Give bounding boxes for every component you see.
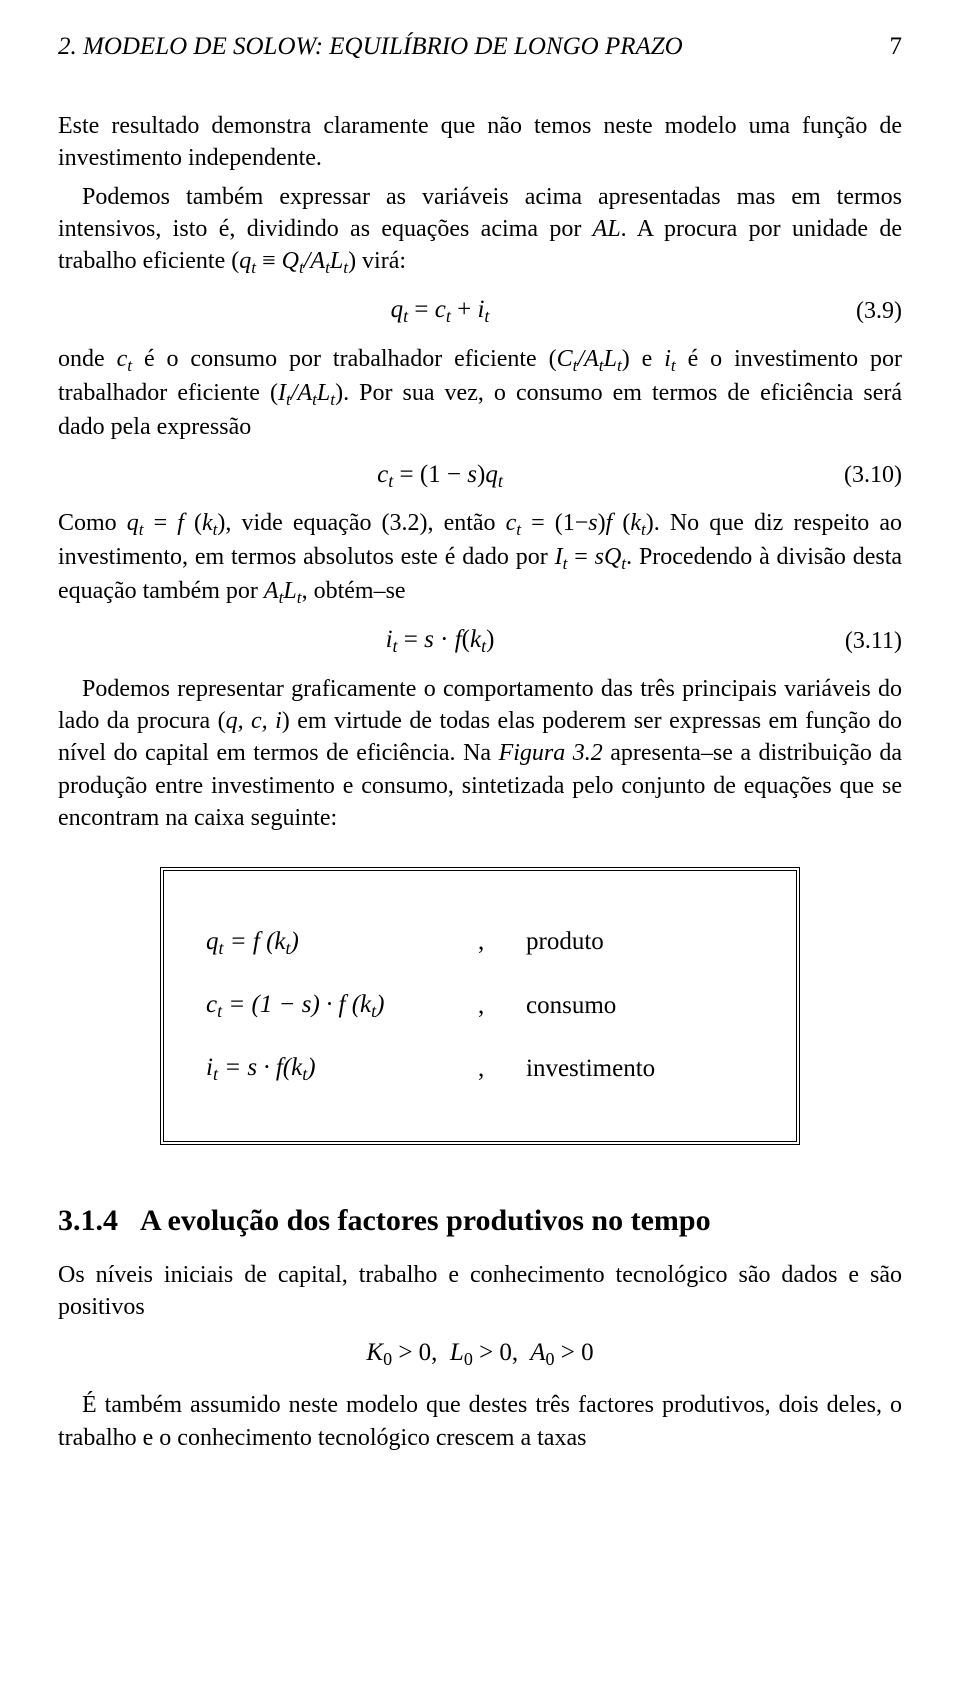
eq-3-10-expr: ct = (1 − s)qt [58,458,822,493]
inline-math-Ct-ratio: Ct/AtLt [557,346,622,372]
inline-math-it: it [664,346,675,372]
box-eq-investimento: it = s · f(kt) [200,1037,472,1100]
figure-ref: Figura 3.2 [499,740,603,766]
running-header: 2. MODELO DE SOLOW: EQUILÍBRIO DE LONGO … [58,30,902,64]
inline-math-AtLt: AtLt [264,578,302,604]
p2c-text: ) virá: [348,248,406,274]
equation-3-9: qt = ct + it (3.9) [58,293,902,328]
p1-text: Este resultado demonstra claramente que … [58,113,902,171]
eq-3-11-num: (3.11) [822,625,902,657]
p6-text: Os níveis iniciais de capital, trabalho … [58,1262,902,1320]
box-label-consumo: consumo [520,974,661,1037]
inline-math-ct-1s-fkt: ct = (1−s)f (kt) [506,510,654,536]
section-heading-3-1-4: 3.1.4 A evolução dos factores produtivos … [58,1201,902,1242]
inline-math-AL: AL [593,216,621,242]
p3a-text: onde [58,346,117,372]
p3b-text: é o consumo por trabalhador eficiente ( [132,346,557,372]
page-number: 7 [890,30,903,64]
box-comma: , [472,1037,520,1100]
p3c-text: ) e [622,346,664,372]
paragraph-6: Os níveis iniciais de capital, trabalho … [58,1259,902,1324]
equation-3-11: it = s · f(kt) (3.11) [58,623,902,658]
equations-box-table: qt = f (kt) , produto ct = (1 − s) · f (… [200,911,661,1101]
eq-3-9-expr: qt = ct + it [58,293,822,328]
box-label-investimento: investimento [520,1037,661,1100]
inline-math-ct: ct [117,346,132,372]
box-row-produto: qt = f (kt) , produto [200,911,661,974]
box-comma: , [472,911,520,974]
eq-3-9-num: (3.9) [822,295,902,327]
paragraph-5: Podemos representar graficamente o compo… [58,673,902,835]
initial-conditions-eq: K0 > 0, L0 > 0, A0 > 0 [58,1336,902,1371]
eq-3-11-expr: it = s · f(kt) [58,623,822,658]
p4b-text: , vide equação (3.2), então [225,510,505,536]
section-title: A evolução dos factores produtivos no te… [140,1204,711,1237]
inline-math-qt-fkt: qt = f (kt) [127,510,226,536]
eq-3-10-num: (3.10) [822,459,902,491]
inline-math-It-ratio: It/AtLt [278,380,335,406]
equations-box: qt = f (kt) , produto ct = (1 − s) · f (… [160,867,800,1145]
equation-3-10: ct = (1 − s)qt (3.10) [58,458,902,493]
inline-math-qci: q, c, i [226,708,282,734]
box-row-consumo: ct = (1 − s) · f (kt) , consumo [200,974,661,1037]
header-left: 2. MODELO DE SOLOW: EQUILÍBRIO DE LONGO … [58,30,683,64]
page-content: 2. MODELO DE SOLOW: EQUILÍBRIO DE LONGO … [0,0,960,1510]
paragraph-4: Como qt = f (kt), vide equação (3.2), en… [58,507,902,609]
p4e-text: , obtém–se [302,578,406,604]
box-eq-produto: qt = f (kt) [200,911,472,974]
p7-text: É também assumido neste modelo que deste… [58,1392,902,1450]
box-label-produto: produto [520,911,661,974]
paragraph-1: Este resultado demonstra claramente que … [58,110,902,175]
box-comma: , [472,974,520,1037]
paragraph-7: É também assumido neste modelo que deste… [58,1389,902,1454]
paragraph-2: Podemos também expressar as variáveis ac… [58,181,902,280]
box-row-investimento: it = s · f(kt) , investimento [200,1037,661,1100]
inline-math-qt-def: qt ≡ Qt/AtLt [239,248,348,274]
inline-math-It-sQt: It = sQt [555,544,627,570]
p4a-text: Como [58,510,127,536]
paragraph-3: onde ct é o consumo por trabalhador efic… [58,343,902,444]
box-eq-consumo: ct = (1 − s) · f (kt) [200,974,472,1037]
section-number: 3.1.4 [58,1201,118,1242]
